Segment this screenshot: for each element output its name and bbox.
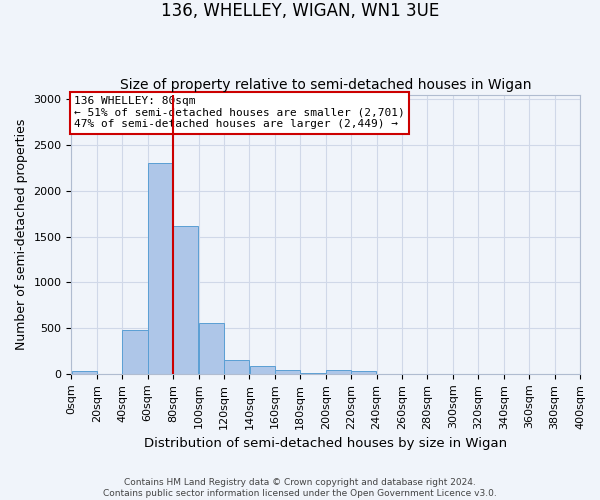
Bar	[224, 360, 249, 374]
Text: Contains HM Land Registry data © Crown copyright and database right 2024.
Contai: Contains HM Land Registry data © Crown c…	[103, 478, 497, 498]
Y-axis label: Number of semi-detached properties: Number of semi-detached properties	[15, 118, 28, 350]
Bar	[71, 371, 97, 374]
Text: 136 WHELLEY: 80sqm
← 51% of semi-detached houses are smaller (2,701)
47% of semi: 136 WHELLEY: 80sqm ← 51% of semi-detache…	[74, 96, 404, 129]
Text: 136, WHELLEY, WIGAN, WN1 3UE: 136, WHELLEY, WIGAN, WN1 3UE	[161, 2, 439, 21]
Title: Size of property relative to semi-detached houses in Wigan: Size of property relative to semi-detach…	[120, 78, 532, 92]
Bar	[199, 322, 224, 374]
Bar	[326, 370, 351, 374]
Bar	[250, 366, 275, 374]
Bar	[351, 370, 376, 374]
Bar	[275, 370, 300, 374]
Bar	[122, 330, 148, 374]
Bar	[173, 226, 199, 374]
Bar	[148, 164, 173, 374]
X-axis label: Distribution of semi-detached houses by size in Wigan: Distribution of semi-detached houses by …	[144, 437, 507, 450]
